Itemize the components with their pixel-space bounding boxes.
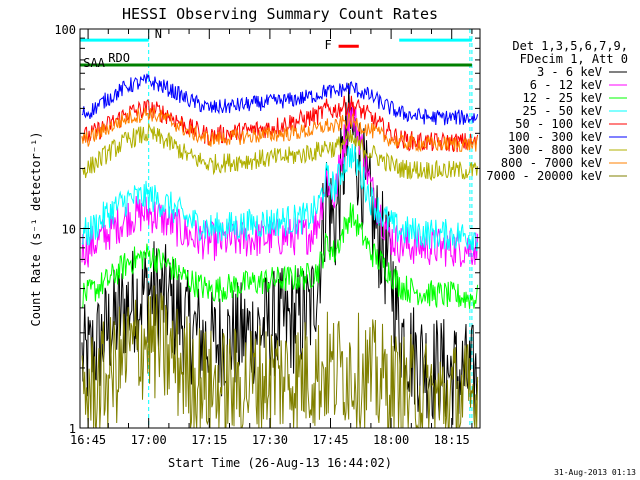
flag-label: RDO (108, 51, 130, 65)
x-tick-label: 17:00 (131, 433, 167, 447)
y-axis-label: Count Rate (s⁻¹ detector⁻¹) (29, 131, 43, 326)
legend-entry-label: 12 - 25 keV (523, 91, 602, 105)
footer-date: 31-Aug-2013 01:13 (554, 468, 636, 477)
x-tick-label: 17:30 (252, 433, 288, 447)
series-300-800-kev (81, 123, 479, 181)
legend-entry-label: 800 - 7000 keV (501, 156, 602, 170)
series-line (81, 107, 479, 153)
series-line (81, 123, 479, 181)
legend-entry-label: 300 - 800 keV (508, 143, 602, 157)
series-800-7000-kev (81, 107, 479, 153)
series-line (81, 202, 479, 309)
series-line (81, 73, 479, 126)
x-tick-label: 16:45 (70, 433, 106, 447)
axis-layer: 16:45 17:00 17:15 17:30 17:45 18:00 18:15 1 10 10… (54, 23, 480, 447)
y-tick-label: 100 (54, 23, 76, 37)
series-7000-20000-kev (81, 285, 479, 429)
series-12-25-kev (81, 202, 479, 309)
legend-entry-label: 3 - 6 keV (537, 65, 602, 79)
flag-label: F (324, 38, 331, 52)
chart-title: HESSI Observing Summary Count Rates (122, 5, 438, 23)
legend-header-line: FDecim 1, Att 0 (520, 52, 628, 66)
flag-layer: N RDO F SAA (80, 27, 472, 70)
legend: Det 1,3,5,6,7,9,FDecim 1, Att 03 - 6 keV… (486, 39, 628, 183)
x-axis-label: Start Time (26-Aug-13 16:44:02) (168, 456, 392, 470)
legend-header-line: Det 1,3,5,6,7,9, (512, 39, 628, 53)
legend-entry-label: 25 - 50 keV (523, 104, 602, 118)
series-line (81, 102, 479, 268)
x-tick-label: 17:15 (191, 433, 227, 447)
flag-label: N (155, 27, 162, 41)
x-tick-label: 18:00 (373, 433, 409, 447)
series-line (81, 143, 479, 252)
series-line (81, 285, 479, 429)
legend-entry-label: 7000 - 20000 keV (486, 169, 602, 183)
series-layer (81, 73, 479, 429)
legend-entry-label: 100 - 300 keV (508, 130, 602, 144)
series-100-300-kev (81, 73, 479, 126)
series-6-12-kev (81, 102, 479, 268)
x-tick-label: 17:45 (312, 433, 348, 447)
y-tick-label: 1 (69, 422, 76, 436)
y-tick-label: 10 (62, 223, 76, 237)
series-25-50-kev (81, 143, 479, 252)
legend-entry-label: 50 - 100 keV (515, 117, 602, 131)
legend-entry-label: 6 - 12 keV (530, 78, 602, 92)
flag-label: SAA (83, 56, 105, 70)
x-tick-label: 18:15 (434, 433, 470, 447)
